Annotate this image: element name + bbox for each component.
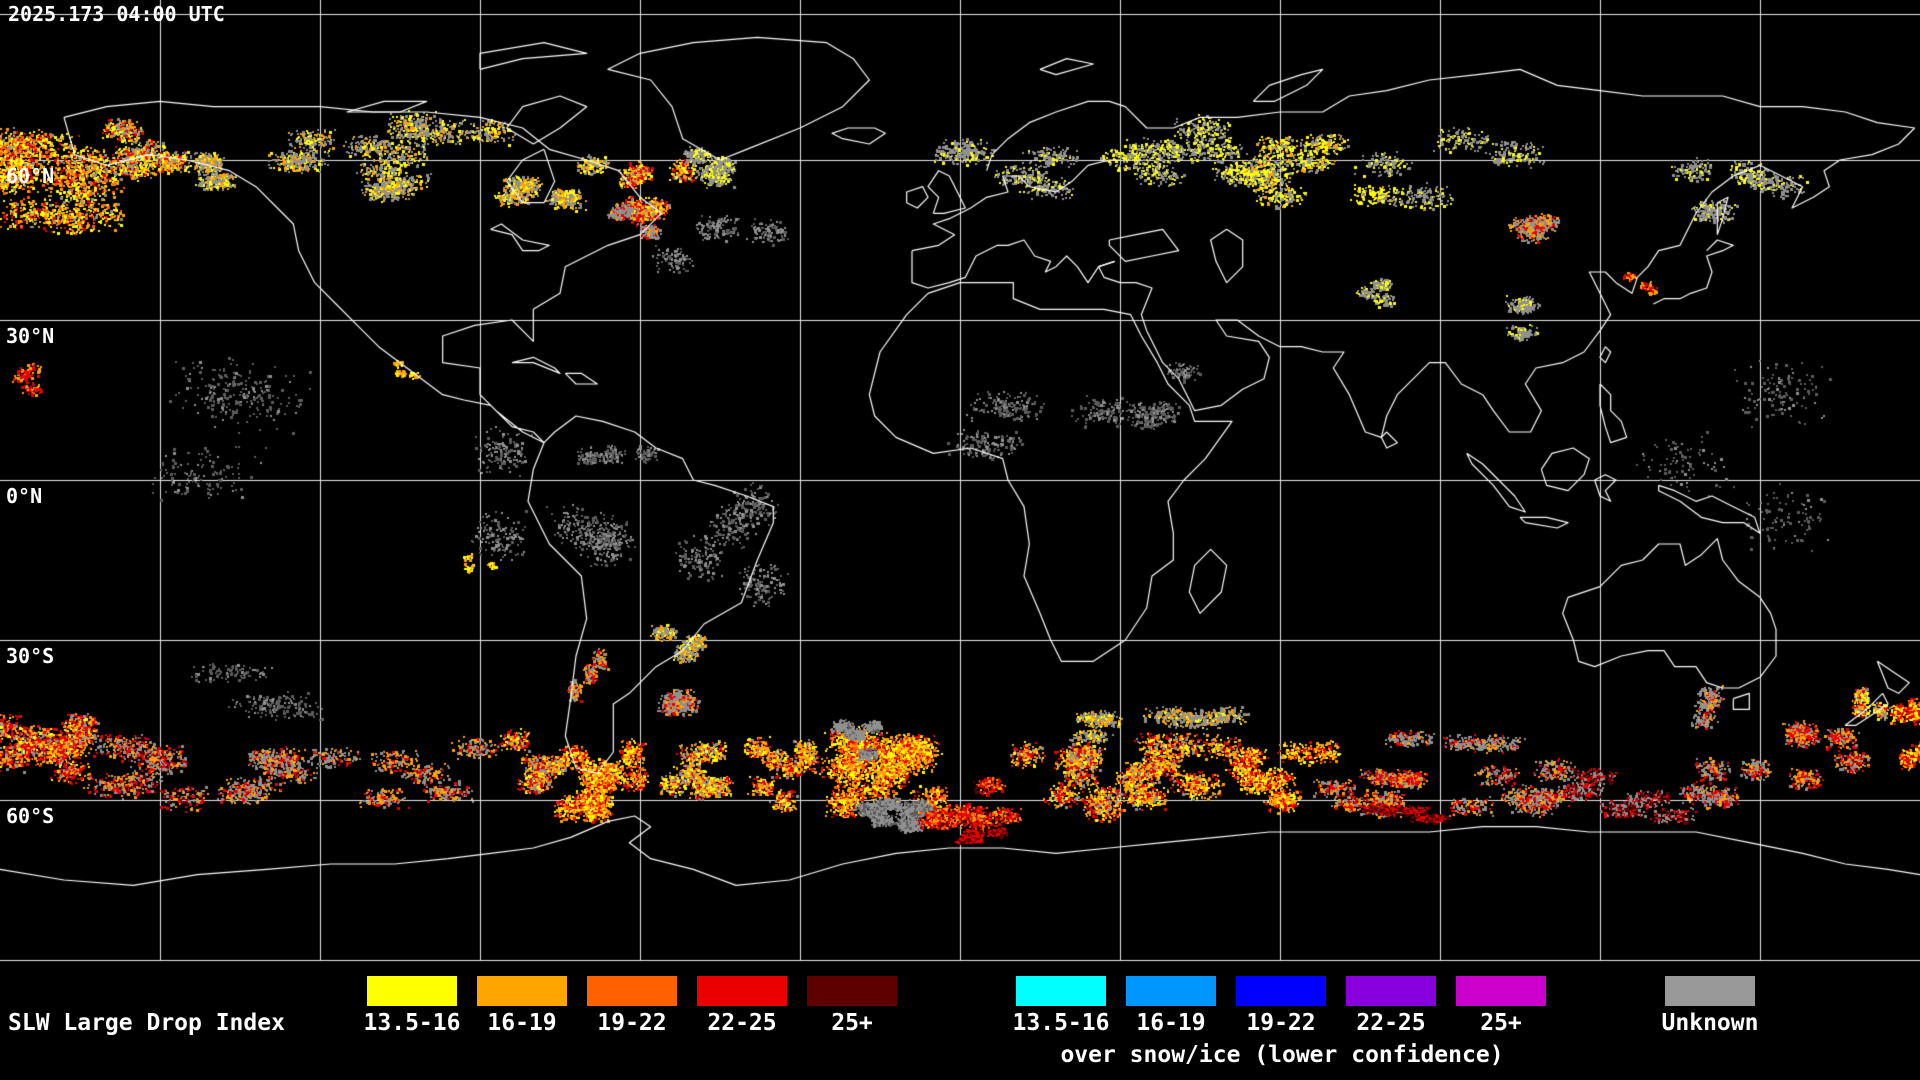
legend-label-snow-19-22: 19-22 xyxy=(1246,1010,1316,1036)
latitude-label-30n: 30°N xyxy=(6,324,55,348)
legend-swatch-snow-22-25 xyxy=(1346,976,1436,1006)
legend-subtitle-snow-ice: over snow/ice (lower confidence) xyxy=(1060,1042,1504,1068)
legend-label-slw-22-25: 22-25 xyxy=(707,1010,777,1036)
legend-swatch-snow-25plus xyxy=(1456,976,1546,1006)
legend-label-slw-13.5-16: 13.5-16 xyxy=(363,1010,461,1036)
legend-label-snow-16-19: 16-19 xyxy=(1136,1010,1206,1036)
legend-swatch-slw-16-19 xyxy=(477,976,567,1006)
legend-label-snow-13.5-16: 13.5-16 xyxy=(1012,1010,1110,1036)
legend-swatch-snow-19-22 xyxy=(1236,976,1326,1006)
latitude-label-60n: 60°N xyxy=(6,164,55,188)
legend-label-slw-19-22: 19-22 xyxy=(597,1010,667,1036)
timestamp-label: 2025.173 04:00 UTC xyxy=(8,2,225,26)
latitude-label-30s: 30°S xyxy=(6,644,55,668)
legend-swatch-unknown xyxy=(1665,976,1755,1006)
legend-label-snow-22-25: 22-25 xyxy=(1356,1010,1426,1036)
legend-label-slw-16-19: 16-19 xyxy=(487,1010,557,1036)
legend-swatch-snow-16-19 xyxy=(1126,976,1216,1006)
legend-label-slw-25plus: 25+ xyxy=(831,1010,873,1036)
legend-swatch-slw-13.5-16 xyxy=(367,976,457,1006)
legend-swatch-snow-13.5-16 xyxy=(1016,976,1106,1006)
latitude-label-0n: 0°N xyxy=(6,484,43,508)
legend-swatch-slw-19-22 xyxy=(587,976,677,1006)
latitude-label-60s: 60°S xyxy=(6,804,55,828)
legend-swatch-slw-22-25 xyxy=(697,976,787,1006)
legend-label-unknown: Unknown xyxy=(1661,1010,1759,1036)
legend-swatch-slw-25plus xyxy=(807,976,897,1006)
legend-label-snow-25plus: 25+ xyxy=(1480,1010,1522,1036)
legend-title: SLW Large Drop Index xyxy=(8,1010,285,1036)
